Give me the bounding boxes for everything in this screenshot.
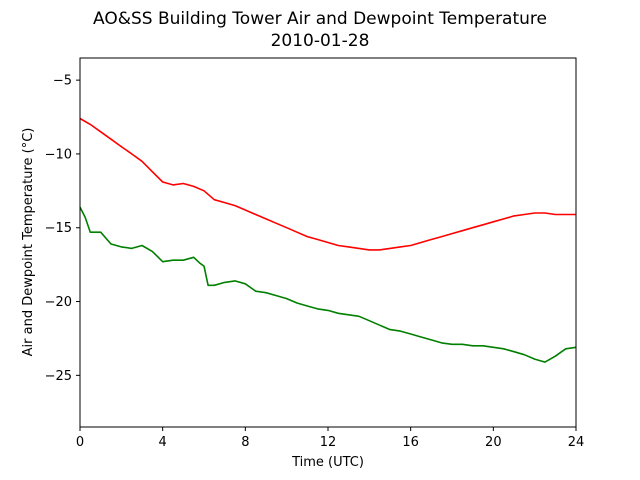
chart-title: AO&SS Building Tower Air and Dewpoint Te…: [93, 9, 547, 29]
plot-frame: [79, 57, 577, 428]
y-tick-label: −20: [45, 295, 72, 310]
x-tick-label: 12: [320, 435, 337, 450]
y-tick-label: −15: [45, 221, 72, 236]
x-tick-label: 24: [568, 435, 585, 450]
y-tick-label: −25: [45, 369, 72, 384]
x-tick-label: 0: [76, 435, 84, 450]
y-axis-label: Air and Dewpoint Temperature (°C): [21, 128, 36, 357]
dewpoint-temperature-line: [79, 206, 577, 363]
x-tick-label: 8: [241, 435, 249, 450]
ticks-layer: 0 4 8 12 16 20 24 −5 −10 −15 −20 −25: [45, 74, 585, 450]
x-tick-label: 20: [485, 435, 502, 450]
y-tick-label: −10: [45, 147, 72, 162]
chart-subtitle: 2010-01-28: [271, 31, 370, 51]
x-axis-label: Time (UTC): [291, 455, 364, 470]
y-tick-label: −5: [53, 74, 72, 89]
x-tick-label: 4: [159, 435, 167, 450]
series-layer: [79, 117, 577, 363]
air-temperature-line: [79, 117, 576, 251]
x-tick-label: 16: [402, 435, 419, 450]
